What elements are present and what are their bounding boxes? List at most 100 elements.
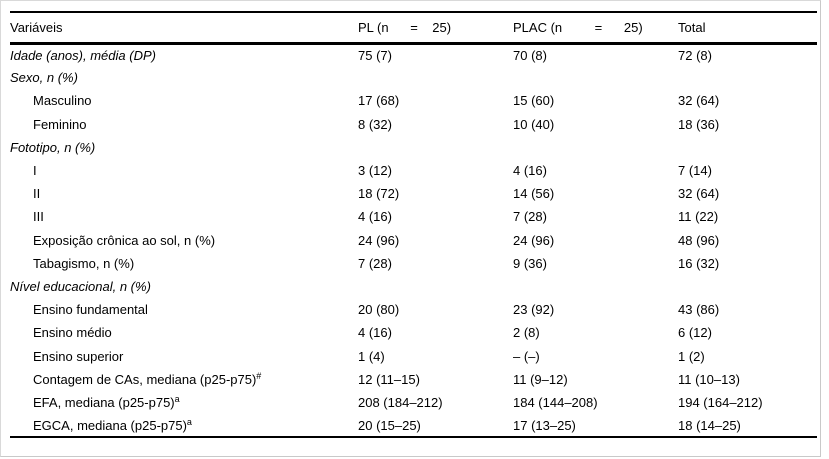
- table-body: Idade (anos), média (DP) 75 (7) 70 (8) 7…: [10, 43, 817, 438]
- cell-plac: – (–): [513, 348, 540, 364]
- cell-plac: 184 (144–208): [513, 394, 598, 410]
- cell-total: 11 (22): [678, 209, 719, 225]
- table-row: Nível educacional, n (%): [10, 275, 817, 298]
- row-label: EGCA, mediana (p25-p75)a: [10, 414, 358, 437]
- cell-plac: 10 (40): [513, 116, 555, 132]
- cell-pl: 4 (16): [358, 325, 392, 341]
- cell-plac: 70 (8): [513, 47, 547, 63]
- table-row: Tabagismo, n (%) 7 (28) 9 (36) 16 (32): [10, 252, 817, 275]
- cell-total: 48 (96): [678, 232, 720, 248]
- table-row: Sexo, n (%): [10, 66, 817, 89]
- column-header-variaveis: Variáveis: [10, 19, 63, 35]
- cell-plac: 17 (13–25): [513, 417, 576, 433]
- column-header-pl: PL (n = 25): [358, 19, 452, 35]
- table-row: Feminino 8 (32) 10 (40) 18 (36): [10, 113, 817, 136]
- row-label: Ensino fundamental: [33, 302, 148, 318]
- row-label: Nível educacional, n (%): [10, 278, 151, 294]
- cell-pl: 1 (4): [358, 348, 385, 364]
- cell-pl: 208 (184–212): [358, 394, 443, 410]
- row-label: II: [33, 186, 41, 202]
- cell-total: 72 (8): [678, 47, 712, 63]
- cell-plac: 7 (28): [513, 209, 547, 225]
- row-label: Tabagismo, n (%): [33, 255, 135, 271]
- row-label: Feminino: [33, 116, 87, 132]
- row-label: Ensino médio: [33, 325, 112, 341]
- cell-total: 7 (14): [678, 163, 712, 179]
- column-header-total: Total: [678, 19, 706, 35]
- footnote-marker: #: [256, 370, 262, 381]
- table-row: I 3 (12) 4 (16) 7 (14): [10, 159, 817, 182]
- cell-pl: 8 (32): [358, 116, 392, 132]
- row-label: I: [33, 163, 37, 179]
- cell-total: 194 (164–212): [678, 394, 763, 410]
- row-label: EFA, mediana (p25-p75)a: [10, 391, 358, 414]
- table-row: Ensino fundamental 20 (80) 23 (92) 43 (8…: [10, 298, 817, 321]
- column-header-plac: PLAC (n = 25): [513, 19, 643, 35]
- cell-total: 18 (14–25): [678, 417, 741, 433]
- cell-plac: 14 (56): [513, 186, 555, 202]
- cell-pl: 17 (68): [358, 93, 400, 109]
- row-label-text: EGCA, mediana (p25-p75): [33, 417, 187, 433]
- cell-pl: 12 (11–15): [358, 371, 420, 387]
- table-row: II 18 (72) 14 (56) 32 (64): [10, 182, 817, 205]
- cell-pl: [358, 66, 513, 89]
- cell-total: 16 (32): [678, 255, 720, 271]
- cell-plac: 23 (92): [513, 302, 555, 318]
- table-container: Variáveis PL (n = 25) PLAC (n = 25) Tota…: [10, 11, 817, 438]
- cell-plac: 9 (36): [513, 255, 547, 271]
- cell-total: 32 (64): [678, 93, 720, 109]
- cell-plac: 24 (96): [513, 232, 555, 248]
- cell-pl: 4 (16): [358, 209, 392, 225]
- cell-pl: 75 (7): [358, 47, 392, 63]
- cell-pl: [358, 275, 513, 298]
- cell-plac: [513, 136, 678, 159]
- table-row: III 4 (16) 7 (28) 11 (22): [10, 205, 817, 228]
- row-label-text: EFA, mediana (p25-p75): [33, 394, 175, 410]
- cell-pl: 20 (15–25): [358, 417, 421, 433]
- table-row: EFA, mediana (p25-p75)a 208 (184–212) 18…: [10, 391, 817, 414]
- cell-total: 32 (64): [678, 186, 720, 202]
- row-label: III: [33, 209, 44, 225]
- row-label: Masculino: [33, 93, 92, 109]
- footnote-marker: a: [186, 416, 192, 427]
- table-row: Ensino médio 4 (16) 2 (8) 6 (12): [10, 321, 817, 344]
- cell-pl: 18 (72): [358, 186, 400, 202]
- table-header: Variáveis PL (n = 25) PLAC (n = 25) Tota…: [10, 12, 817, 43]
- cell-plac: [513, 275, 678, 298]
- cell-plac: 11 (9–12): [513, 371, 568, 387]
- cell-total: 11 (10–13): [678, 371, 740, 387]
- baseline-characteristics-table: Variáveis PL (n = 25) PLAC (n = 25) Tota…: [10, 11, 817, 438]
- table-row: Fototipo, n (%): [10, 136, 817, 159]
- row-label: Sexo, n (%): [10, 70, 78, 86]
- cell-pl: 3 (12): [358, 163, 392, 179]
- cell-plac: 4 (16): [513, 163, 547, 179]
- cell-plac: 15 (60): [513, 93, 555, 109]
- row-label: Ensino superior: [33, 348, 124, 364]
- cell-plac: 2 (8): [513, 325, 540, 341]
- cell-total: 43 (86): [678, 302, 720, 318]
- table-row: Contagem de CAs, mediana (p25-p75)# 12 (…: [10, 368, 817, 391]
- row-label: Exposição crônica ao sol, n (%): [33, 232, 216, 248]
- cell-pl: 7 (28): [358, 255, 392, 271]
- cell-pl: 24 (96): [358, 232, 400, 248]
- cell-total: 1 (2): [678, 348, 705, 364]
- cell-total: 18 (36): [678, 116, 720, 132]
- cell-pl: [358, 136, 513, 159]
- cell-total: 6 (12): [678, 325, 712, 341]
- footnote-marker: a: [174, 393, 180, 404]
- table-row: EGCA, mediana (p25-p75)a 20 (15–25) 17 (…: [10, 414, 817, 437]
- cell-total: [678, 275, 817, 298]
- table-row: Ensino superior 1 (4) – (–) 1 (2): [10, 344, 817, 367]
- header-row: Variáveis PL (n = 25) PLAC (n = 25) Tota…: [10, 12, 817, 43]
- cell-total: [678, 66, 817, 89]
- cell-pl: 20 (80): [358, 302, 400, 318]
- cell-plac: [513, 66, 678, 89]
- table-row: Masculino 17 (68) 15 (60) 32 (64): [10, 89, 817, 112]
- row-label: Fototipo, n (%): [10, 139, 96, 155]
- row-label: Idade (anos), média (DP): [10, 47, 156, 63]
- table-row: Idade (anos), média (DP) 75 (7) 70 (8) 7…: [10, 43, 817, 66]
- row-label: Contagem de CAs, mediana (p25-p75)#: [10, 368, 358, 391]
- cell-total: [678, 136, 817, 159]
- row-label-text: Contagem de CAs, mediana (p25-p75): [33, 371, 257, 387]
